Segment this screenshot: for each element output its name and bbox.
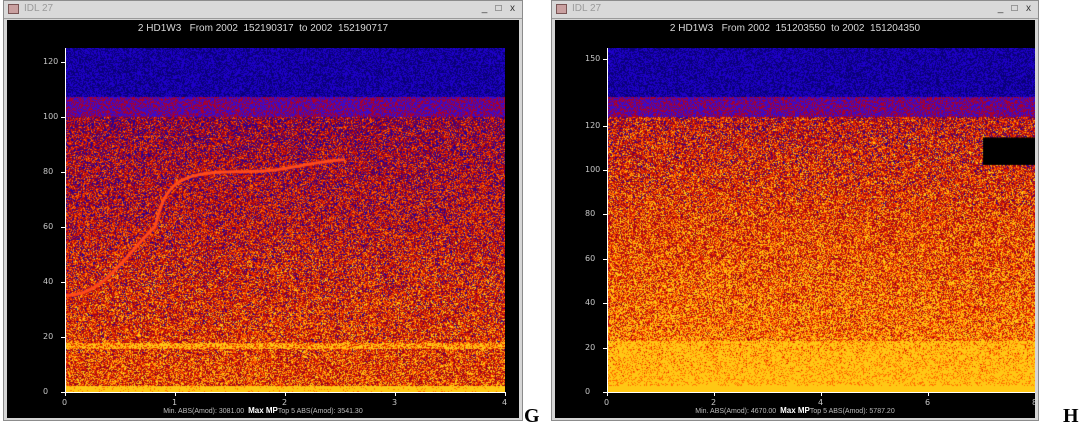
panel-label-g: G bbox=[524, 405, 540, 427]
y-tick bbox=[603, 392, 607, 393]
title-bar[interactable]: IDL 27 _ □ x bbox=[552, 1, 1038, 19]
x-tick-label: 0 bbox=[604, 398, 610, 407]
y-tick bbox=[61, 61, 65, 63]
spectrogram-image bbox=[607, 48, 1035, 392]
window-title: IDL 27 bbox=[24, 3, 54, 14]
footer-top: Top 5 ABS(Amod): 5787.20 bbox=[809, 408, 895, 415]
y-tick-label: 20 bbox=[43, 331, 54, 341]
x-tick bbox=[821, 392, 822, 396]
title-bar[interactable]: IDL 27 _ □ x bbox=[4, 1, 522, 19]
y-tick bbox=[603, 125, 607, 127]
y-tick-label: 60 bbox=[43, 221, 54, 231]
window-title: IDL 27 bbox=[572, 3, 602, 14]
y-tick-label: 100 bbox=[43, 111, 59, 121]
plot-footer: Min. ABS(Amod): 4670.00 Max MPTop 5 ABS(… bbox=[555, 406, 1035, 415]
y-tick-label: 40 bbox=[585, 298, 596, 308]
y-tick-label: 120 bbox=[585, 120, 601, 130]
plot-area: 2 HD1W3 From 2002 151203550 to 2002 1512… bbox=[555, 20, 1035, 418]
y-tick-label: 40 bbox=[43, 276, 54, 286]
y-tick bbox=[61, 392, 65, 393]
minimize-button[interactable]: _ bbox=[481, 3, 488, 14]
y-tick bbox=[603, 258, 607, 260]
spectrogram-window-g: IDL 27 _ □ x 2 HD1W3 From 2002 152190317… bbox=[3, 0, 523, 421]
x-tick bbox=[505, 392, 506, 396]
app-icon[interactable] bbox=[556, 4, 567, 14]
y-tick bbox=[603, 59, 607, 61]
x-tick bbox=[928, 392, 929, 396]
y-axis-line bbox=[607, 48, 608, 392]
x-tick bbox=[285, 392, 286, 396]
panel-label-h: H bbox=[1063, 405, 1079, 427]
y-tick-label: 120 bbox=[43, 56, 59, 66]
y-tick-label: 100 bbox=[585, 165, 601, 175]
x-tick bbox=[714, 392, 715, 396]
app-icon[interactable] bbox=[8, 4, 19, 14]
y-tick bbox=[61, 171, 65, 173]
close-button[interactable]: x bbox=[1026, 3, 1031, 14]
footer-max: Max MP bbox=[248, 406, 278, 415]
plot-title: 2 HD1W3 From 2002 152190317 to 2002 1521… bbox=[137, 23, 389, 34]
x-tick bbox=[65, 392, 66, 396]
y-tick bbox=[603, 170, 607, 172]
y-tick bbox=[603, 303, 607, 305]
maximize-button[interactable]: □ bbox=[495, 3, 502, 14]
spectrogram-image bbox=[65, 48, 505, 392]
x-tick-label: 1 bbox=[172, 398, 178, 407]
x-tick bbox=[175, 392, 176, 396]
y-tick-label: 80 bbox=[585, 209, 596, 219]
plot-area: 2 HD1W3 From 2002 152190317 to 2002 1521… bbox=[7, 20, 519, 418]
maximize-button[interactable]: □ bbox=[1011, 3, 1018, 14]
y-tick bbox=[61, 116, 65, 118]
minimize-button[interactable]: _ bbox=[997, 3, 1004, 14]
x-tick-label: 2 bbox=[711, 398, 717, 407]
y-tick-label: 0 bbox=[585, 387, 591, 396]
footer-top: Top 5 ABS(Amod): 3541.30 bbox=[277, 408, 363, 415]
plot-title: 2 HD1W3 From 2002 151203550 to 2002 1512… bbox=[669, 23, 921, 34]
close-button[interactable]: x bbox=[510, 3, 515, 14]
x-tick bbox=[607, 392, 608, 396]
y-tick bbox=[603, 214, 607, 216]
x-tick-label: 6 bbox=[925, 398, 931, 407]
spectrogram-window-h: IDL 27 _ □ x 2 HD1W3 From 2002 151203550… bbox=[551, 0, 1039, 421]
footer-max: Max MP bbox=[780, 406, 810, 415]
y-tick bbox=[61, 281, 65, 283]
y-tick-label: 60 bbox=[585, 253, 596, 263]
x-tick-label: 3 bbox=[392, 398, 398, 407]
x-tick-label: 0 bbox=[62, 398, 68, 407]
y-axis-line bbox=[65, 48, 66, 392]
x-tick-label: 8 bbox=[1032, 398, 1035, 407]
plot-footer: Min. ABS(Amod): 3081.00 Max MPTop 5 ABS(… bbox=[7, 406, 519, 415]
x-tick-label: 4 bbox=[818, 398, 824, 407]
x-tick-label: 4 bbox=[502, 398, 508, 407]
y-tick-label: 20 bbox=[585, 342, 596, 352]
y-tick-label: 80 bbox=[43, 166, 54, 176]
y-tick bbox=[603, 347, 607, 349]
y-tick bbox=[61, 226, 65, 228]
x-tick-label: 2 bbox=[282, 398, 288, 407]
y-tick-label: 150 bbox=[585, 54, 601, 64]
footer-min: Min. ABS(Amod): 3081.00 bbox=[163, 408, 245, 415]
y-tick-label: 0 bbox=[43, 387, 49, 396]
y-tick bbox=[61, 336, 65, 338]
footer-min: Min. ABS(Amod): 4670.00 bbox=[695, 408, 777, 415]
x-tick bbox=[395, 392, 396, 396]
